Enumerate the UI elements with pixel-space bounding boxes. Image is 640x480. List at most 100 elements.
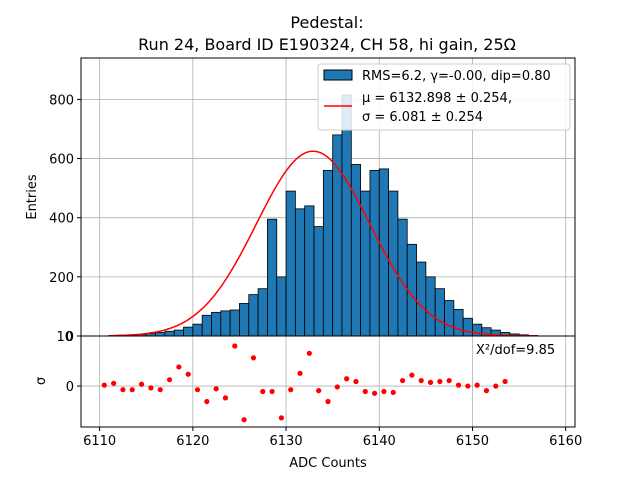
- x-tick-label: 6120: [176, 434, 209, 449]
- residual-point: [111, 380, 117, 386]
- residual-point: [427, 379, 434, 386]
- residual-point: [409, 372, 415, 378]
- histogram-bar: [313, 226, 324, 337]
- residual-point: [204, 398, 210, 405]
- residual-point: [455, 382, 462, 388]
- histogram-bar: [332, 134, 343, 337]
- histogram-y-tick-label: 200: [49, 271, 74, 286]
- x-tick-label: 6130: [270, 434, 303, 449]
- histogram-bar: [304, 205, 315, 337]
- residual-point: [437, 378, 443, 385]
- residual-point: [101, 382, 107, 388]
- residual-point: [213, 386, 219, 392]
- histogram-bar: [322, 169, 334, 337]
- residual-point: [418, 377, 424, 384]
- residual-point: [344, 376, 350, 382]
- gaussian-fit-curve: [108, 150, 538, 337]
- histogram-bar: [285, 190, 296, 337]
- residual-point: [232, 343, 238, 349]
- histogram-y-tick-label: 400: [49, 212, 74, 227]
- histogram-bar: [192, 323, 203, 337]
- residual-point: [325, 398, 331, 405]
- residual-panel: 6110 6120 6130 6140 6150 6160 0 10 σ X²/dof=9…: [34, 330, 582, 471]
- histogram-bar: [425, 276, 436, 337]
- residual-point: [502, 378, 508, 385]
- histogram-bar: [453, 308, 464, 337]
- residual-point: [176, 364, 182, 370]
- histogram-bar: [294, 208, 306, 337]
- histogram-bar: [369, 169, 380, 337]
- histogram-bar: [416, 261, 427, 337]
- histogram-bar: [444, 300, 455, 337]
- residual-point: [297, 370, 303, 376]
- x-tick-label: 6150: [456, 434, 489, 449]
- residual-point: [362, 388, 368, 395]
- residual-point: [353, 378, 359, 385]
- histogram-panel: 0 200 400 600 800 Entries RMS=6.2, γ=-0.00, …: [25, 57, 576, 345]
- chi2-annotation: X²/dof=9.85: [476, 343, 555, 358]
- legend: RMS=6.2, γ=-0.00, dip=0.80 μ = 6132.898 …: [317, 63, 571, 131]
- residual-point: [372, 390, 378, 396]
- residual-point: [260, 388, 266, 395]
- histogram-bar: [239, 303, 250, 337]
- legend-fit-label-line1: μ = 6132.898 ± 0.254,: [362, 91, 512, 106]
- legend-histogram-label: RMS=6.2, γ=-0.00, dip=0.80: [362, 69, 551, 84]
- histogram-bar: [341, 94, 352, 337]
- histogram-bar: [257, 288, 268, 337]
- residual-frame: [80, 335, 576, 428]
- histogram-bar: [276, 276, 287, 337]
- histogram-bar: [220, 310, 231, 337]
- residual-point: [157, 387, 163, 393]
- residual-point: [316, 388, 322, 394]
- residual-point: [148, 385, 154, 391]
- x-tick-label: 6110: [83, 434, 116, 449]
- residual-point: [334, 384, 340, 390]
- histogram-bar: [248, 294, 259, 337]
- residual-point: [493, 383, 499, 389]
- residual-point: [446, 377, 452, 384]
- histogram-y-tick-label: 600: [49, 153, 74, 168]
- histogram-bar: [155, 332, 166, 337]
- residual-point: [288, 387, 294, 393]
- histogram-bar: [211, 311, 222, 337]
- chart-title-line1: Pedestal:: [290, 13, 363, 32]
- residual-point: [306, 350, 312, 356]
- histogram-bar: [267, 218, 278, 337]
- histogram-y-tick-label: 0: [66, 330, 74, 345]
- histogram-bar: [201, 314, 212, 337]
- residual-point: [278, 415, 284, 421]
- residual-point: [269, 388, 275, 395]
- histogram-bar: [229, 309, 240, 337]
- histogram-bar: [434, 288, 445, 337]
- residual-point: [241, 417, 247, 423]
- residual-point: [138, 381, 145, 387]
- residual-point: [465, 383, 471, 389]
- histogram-bar: [183, 326, 194, 337]
- legend-box: [317, 63, 571, 131]
- residual-point: [185, 371, 191, 377]
- chart-title-line2: Run 24, Board ID E190324, CH 58, hi gain…: [138, 35, 516, 54]
- residual-top-tick-label: 10: [56, 330, 73, 345]
- x-tick-label: 6140: [363, 434, 396, 449]
- residual-point: [194, 387, 201, 393]
- histogram-y-axis-label: Entries: [25, 174, 40, 220]
- residual-point: [129, 387, 135, 393]
- legend-fit-label-line2: σ = 6.081 ± 0.254: [362, 110, 483, 125]
- x-tick-label: 6160: [549, 434, 582, 449]
- residual-point: [474, 382, 480, 388]
- residual-point: [399, 377, 406, 384]
- histogram-bar: [360, 190, 371, 337]
- residual-point: [166, 377, 173, 383]
- legend-histogram-swatch: [323, 69, 353, 81]
- histogram-bar: [462, 317, 473, 337]
- histogram-bar: [173, 329, 184, 337]
- x-axis-label: ADC Counts: [289, 456, 367, 471]
- residual-point: [250, 355, 257, 361]
- residual-y-axis-label: σ: [34, 377, 49, 385]
- residual-point: [390, 389, 396, 396]
- histogram-y-tick-label: 800: [49, 93, 74, 108]
- residual-plot-area: [81, 336, 575, 427]
- residual-y-tick-label: 0: [66, 380, 74, 395]
- residual-point: [120, 387, 126, 393]
